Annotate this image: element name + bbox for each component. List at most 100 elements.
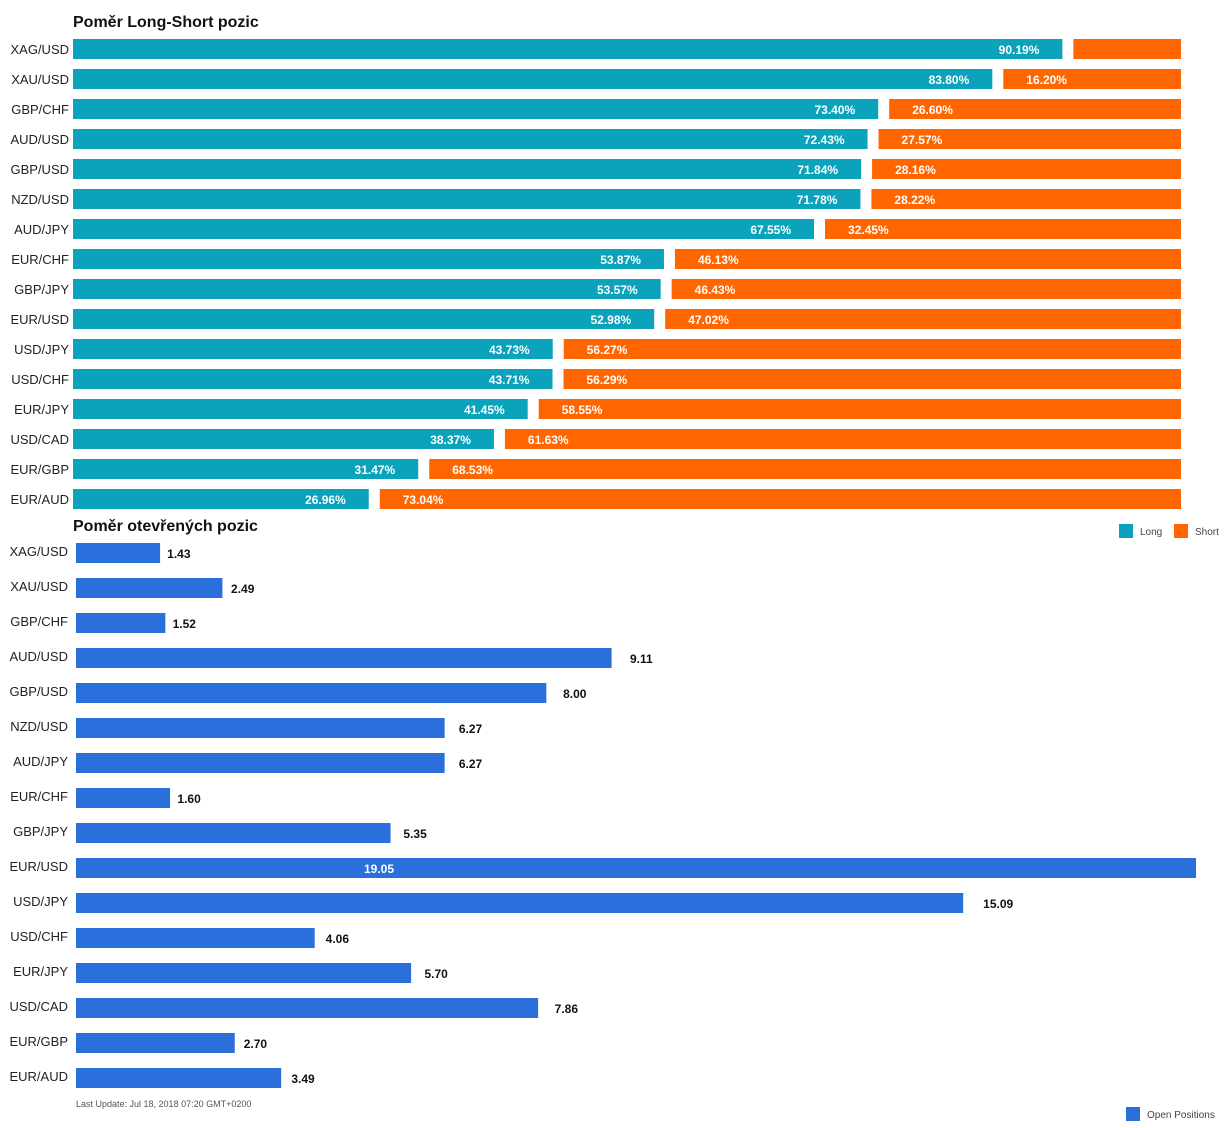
- short-bar-nzd-usd: [871, 189, 1181, 209]
- open-positions-label-gbp-usd: 8.00: [563, 687, 587, 701]
- long-bar-eur-aud: [73, 489, 369, 509]
- short-bar-eur-jpy: [538, 399, 1181, 419]
- ls-category-gbp-jpy: GBP/JPY: [14, 282, 69, 297]
- legend-short-swatch: [1174, 524, 1188, 538]
- long-label-eur-chf: 53.87%: [600, 253, 641, 267]
- short-bar-usd-chf: [563, 369, 1181, 389]
- ls-category-eur-chf: EUR/CHF: [11, 252, 69, 267]
- open-positions-label-eur-jpy: 5.70: [424, 967, 448, 981]
- open-positions-bar-gbp-usd: [76, 683, 547, 703]
- open-positions-bar-gbp-jpy: [76, 823, 391, 843]
- long-bar-gbp-usd: [73, 159, 862, 179]
- ls-category-eur-aud: EUR/AUD: [10, 492, 69, 507]
- long-bar-aud-usd: [73, 129, 868, 149]
- open-positions-bar-eur-jpy: [76, 963, 412, 983]
- op-category-usd-chf: USD/CHF: [10, 929, 68, 944]
- long-bar-eur-gbp: [73, 459, 419, 479]
- short-bar-eur-aud: [379, 489, 1181, 509]
- ls-category-gbp-chf: GBP/CHF: [11, 102, 69, 117]
- open-positions-bar-usd-chf: [76, 928, 315, 948]
- short-label-eur-gbp: 68.53%: [452, 463, 493, 477]
- open-positions-bar-usd-jpy: [76, 893, 964, 913]
- open-positions-label-xag-usd: 1.43: [167, 547, 191, 561]
- op-category-xau-usd: XAU/USD: [10, 579, 68, 594]
- open-positions-bar-gbp-chf: [76, 613, 166, 633]
- short-bar-eur-usd: [665, 309, 1181, 329]
- open-positions-label-nzd-usd: 6.27: [459, 722, 483, 736]
- long-label-usd-cad: 38.37%: [430, 433, 471, 447]
- open-positions-chart-title: Poměr otevřených pozic: [73, 518, 258, 535]
- op-category-usd-jpy: USD/JPY: [13, 894, 68, 909]
- open-positions-bar-xag-usd: [76, 543, 161, 563]
- ls-category-gbp-usd: GBP/USD: [10, 162, 69, 177]
- op-category-eur-aud: EUR/AUD: [9, 1069, 68, 1084]
- short-label-eur-aud: 73.04%: [403, 493, 444, 507]
- open-positions-legend: Open Positions: [1126, 1107, 1215, 1121]
- op-category-eur-jpy: EUR/JPY: [13, 964, 68, 979]
- open-positions-bar-xau-usd: [76, 578, 223, 598]
- long-short-bars: 90.19% 83.80% 16.20% 73.40% 26.60% 72.43% 27.5…: [73, 39, 1181, 509]
- long-short-ratio-chart: Poměr Long-Short pozic XAG/USD XAU/USD GBP…: [10, 14, 1219, 538]
- short-label-aud-jpy: 32.45%: [848, 223, 889, 237]
- long-bar-aud-jpy: [73, 219, 815, 239]
- open-positions-label-eur-gbp: 2.70: [244, 1037, 268, 1051]
- long-label-eur-aud: 26.96%: [305, 493, 346, 507]
- legend-open-positions-swatch: [1126, 1107, 1140, 1121]
- op-category-gbp-usd: GBP/USD: [9, 684, 68, 699]
- long-label-eur-usd: 52.98%: [590, 313, 631, 327]
- long-label-gbp-jpy: 53.57%: [597, 283, 638, 297]
- long-label-usd-jpy: 43.73%: [489, 343, 530, 357]
- short-label-usd-cad: 61.63%: [528, 433, 569, 447]
- open-positions-bars: 1.43 2.49 1.52 9.11 8.00 6.27 6.27 1.60 5.35 19.0…: [76, 543, 1196, 1088]
- short-label-gbp-chf: 26.60%: [912, 103, 953, 117]
- short-bar-usd-jpy: [563, 339, 1181, 359]
- open-positions-label-eur-chf: 1.60: [177, 792, 201, 806]
- long-short-category-labels: XAG/USD XAU/USD GBP/CHF AUD/USD GBP/USD NZD/U…: [10, 42, 69, 507]
- open-positions-label-usd-jpy: 15.09: [983, 897, 1013, 911]
- legend-long-swatch: [1119, 524, 1133, 538]
- open-positions-label-xau-usd: 2.49: [231, 582, 255, 596]
- short-bar-xau-usd: [1003, 69, 1181, 89]
- ls-category-eur-usd: EUR/USD: [10, 312, 69, 327]
- open-positions-bar-eur-gbp: [76, 1033, 235, 1053]
- short-bar-xag-usd: [1073, 39, 1181, 59]
- open-positions-category-labels: XAG/USD XAU/USD GBP/CHF AUD/USD GBP/USD NZD/U…: [9, 544, 68, 1084]
- long-bar-eur-chf: [73, 249, 664, 269]
- open-positions-label-aud-jpy: 6.27: [459, 757, 483, 771]
- open-positions-label-usd-cad: 7.86: [555, 1002, 579, 1016]
- long-label-xau-usd: 83.80%: [929, 73, 970, 87]
- long-label-gbp-chf: 73.40%: [814, 103, 855, 117]
- ls-category-aud-jpy: AUD/JPY: [14, 222, 69, 237]
- open-positions-bar-nzd-usd: [76, 718, 445, 738]
- long-bar-xau-usd: [73, 69, 993, 89]
- op-category-aud-jpy: AUD/JPY: [13, 754, 68, 769]
- op-category-gbp-chf: GBP/CHF: [10, 614, 68, 629]
- short-label-eur-chf: 46.13%: [698, 253, 739, 267]
- op-category-eur-gbp: EUR/GBP: [9, 1034, 68, 1049]
- open-positions-label-eur-usd: 19.05: [364, 862, 394, 876]
- long-bar-eur-usd: [73, 309, 655, 329]
- long-label-gbp-usd: 71.84%: [797, 163, 838, 177]
- ls-category-nzd-usd: NZD/USD: [11, 192, 69, 207]
- ls-category-usd-cad: USD/CAD: [10, 432, 69, 447]
- legend-short-label: Short: [1195, 527, 1219, 538]
- open-positions-label-aud-usd: 9.11: [630, 652, 653, 666]
- short-label-gbp-jpy: 46.43%: [695, 283, 736, 297]
- last-update-text: Last Update: Jul 18, 2018 07:20 GMT+0200: [76, 1099, 251, 1109]
- ls-category-eur-jpy: EUR/JPY: [14, 402, 69, 417]
- long-bar-usd-cad: [73, 429, 494, 449]
- long-short-legend: Long Short: [1119, 524, 1219, 538]
- long-bar-xag-usd: [73, 39, 1063, 59]
- op-category-eur-usd: EUR/USD: [9, 859, 68, 874]
- open-positions-bar-eur-usd: [76, 858, 1196, 878]
- op-category-nzd-usd: NZD/USD: [10, 719, 68, 734]
- open-positions-label-gbp-jpy: 5.35: [403, 827, 427, 841]
- ls-category-eur-gbp: EUR/GBP: [10, 462, 69, 477]
- long-bar-usd-chf: [73, 369, 553, 389]
- legend-open-positions-label: Open Positions: [1147, 1110, 1215, 1121]
- long-short-chart-title: Poměr Long-Short pozic: [73, 14, 259, 31]
- short-bar-eur-chf: [674, 249, 1181, 269]
- long-bar-usd-jpy: [73, 339, 553, 359]
- open-positions-label-usd-chf: 4.06: [326, 932, 350, 946]
